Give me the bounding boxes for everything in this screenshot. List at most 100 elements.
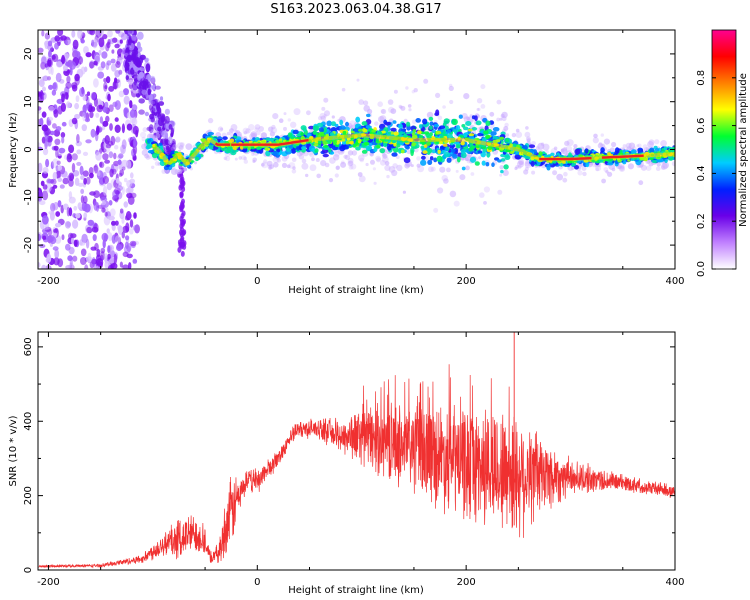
core-blob: [450, 142, 454, 146]
signal-blob: [420, 159, 427, 166]
halo-blob: [406, 149, 411, 155]
halo-blob: [375, 155, 381, 162]
noise-blob: [57, 200, 62, 208]
signal-blob: [429, 121, 434, 126]
spike-blob: [181, 210, 186, 217]
noise-blob: [101, 232, 109, 242]
noise-blob: [83, 203, 91, 213]
signal-blob: [435, 109, 440, 116]
spike-blob: [179, 191, 184, 198]
signal-blob: [492, 127, 500, 132]
halo-blob: [563, 146, 568, 151]
noise-blob: [122, 251, 129, 258]
noise-blob: [69, 61, 77, 70]
halo-blob: [378, 116, 385, 123]
noise-blob: [53, 145, 59, 151]
noise-blob: [52, 171, 58, 181]
signal-blob: [387, 145, 392, 151]
halo-blob: [331, 115, 335, 119]
noise-blob: [52, 82, 57, 90]
x-tick-label: 0: [254, 276, 260, 287]
colorbar-label: Normalized spectral amplitude: [738, 73, 749, 227]
signal-blob: [392, 120, 397, 124]
noise-blob: [79, 165, 84, 176]
noise-blob: [77, 202, 83, 210]
core-blob: [323, 145, 329, 148]
signal-blob: [463, 126, 469, 131]
halo-blob: [254, 127, 259, 132]
y-tick-label: -10: [23, 189, 34, 205]
halo-blob: [642, 144, 648, 150]
halo-blob: [582, 171, 587, 177]
noise-blob: [117, 159, 122, 165]
signal-blob: [194, 156, 200, 162]
core-blob: [290, 136, 295, 140]
signal-blob: [474, 115, 478, 122]
halo-blob: [241, 155, 247, 161]
halo-blob: [243, 131, 247, 135]
noise-blob: [41, 111, 47, 118]
noise-blob: [127, 70, 132, 75]
noise-blob: [65, 81, 72, 89]
signal-blob: [514, 154, 521, 160]
halo-blob: [349, 120, 356, 127]
halo-blob: [161, 169, 167, 174]
noise-blob: [102, 153, 109, 161]
halo-blob: [407, 104, 412, 108]
halo-blob: [328, 178, 334, 183]
core-blob: [357, 139, 362, 144]
halo-blob: [323, 114, 328, 118]
noise-blob: [102, 120, 109, 127]
halo-blob: [176, 142, 184, 150]
halo-blob: [535, 146, 540, 151]
halo-blob: [449, 190, 457, 198]
noise-blob: [42, 184, 48, 190]
noise-blob: [47, 234, 55, 242]
noise-blob: [93, 78, 99, 88]
noise-blob: [84, 117, 91, 123]
core-blob: [505, 138, 510, 143]
signal-blob: [651, 159, 658, 164]
noise-blob: [38, 200, 46, 206]
noise-blob: [110, 135, 116, 146]
noise-blob: [68, 246, 75, 255]
noise-blob: [83, 212, 88, 219]
noise-blob: [113, 253, 118, 264]
noise-blob: [105, 62, 110, 71]
noise-blob: [105, 76, 111, 84]
noise-blob: [103, 82, 108, 92]
noise-blob: [72, 84, 78, 92]
halo-blob: [358, 154, 365, 162]
noise-blob: [111, 220, 116, 226]
noise-blob: [61, 136, 65, 144]
halo-blob: [306, 110, 311, 116]
halo-blob: [405, 86, 409, 90]
noise-blob: [91, 226, 99, 233]
noise-blob: [44, 226, 52, 232]
core-blob: [552, 160, 557, 164]
noise-blob: [72, 213, 77, 218]
noise-blob: [114, 43, 120, 49]
x-tick-label: -200: [37, 276, 60, 287]
x-tick-label: 400: [665, 276, 684, 287]
noise-blob: [136, 41, 141, 49]
noise-blob: [42, 215, 49, 225]
halo-blob: [620, 164, 625, 169]
noise-blob: [55, 211, 61, 217]
noise-blob: [73, 239, 78, 247]
noise-blob: [132, 125, 139, 135]
noise-blob: [54, 138, 61, 145]
noise-blob: [68, 191, 73, 199]
halo-blob: [413, 88, 418, 93]
halo-blob: [442, 105, 446, 109]
core-blob: [538, 151, 543, 156]
halo-blob: [172, 144, 178, 149]
halo-blob: [396, 164, 403, 172]
core-blob: [607, 152, 612, 156]
x-tick-label: -200: [37, 577, 60, 588]
halo-blob: [524, 160, 531, 167]
halo-blob: [287, 118, 291, 122]
spike-blob: [180, 250, 185, 257]
core-blob: [322, 140, 328, 145]
noise-blob: [102, 176, 110, 184]
